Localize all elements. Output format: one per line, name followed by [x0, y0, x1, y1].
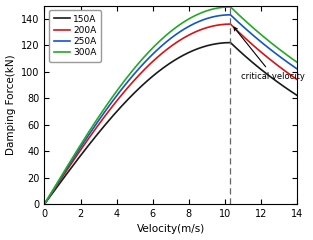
250A	[43, 203, 46, 205]
250A	[295, 68, 299, 71]
200A	[228, 23, 232, 25]
150A	[240, 52, 244, 55]
150A	[244, 56, 248, 59]
200A	[43, 203, 46, 205]
200A	[69, 164, 72, 167]
Line: 300A: 300A	[44, 7, 297, 204]
150A	[216, 42, 220, 45]
250A	[145, 59, 149, 62]
300A	[240, 16, 244, 19]
300A	[43, 203, 46, 205]
Line: 250A: 250A	[44, 15, 297, 204]
200A	[145, 66, 149, 69]
300A	[154, 43, 158, 46]
300A	[244, 20, 248, 23]
250A	[244, 28, 248, 31]
200A	[244, 38, 248, 41]
200A	[240, 34, 244, 36]
300A	[228, 6, 232, 8]
150A	[295, 94, 299, 97]
Text: critical velocity: critical velocity	[234, 27, 305, 81]
300A	[145, 53, 149, 56]
300A	[295, 61, 299, 64]
300A	[216, 6, 220, 9]
Line: 150A: 150A	[44, 43, 297, 204]
Legend: 150A, 200A, 250A, 300A: 150A, 200A, 250A, 300A	[49, 10, 101, 62]
X-axis label: Velocity(m/s): Velocity(m/s)	[137, 224, 205, 234]
150A	[154, 72, 158, 75]
150A	[228, 41, 232, 44]
300A	[69, 160, 72, 163]
250A	[69, 162, 72, 165]
150A	[69, 168, 72, 171]
150A	[145, 80, 149, 83]
Line: 200A: 200A	[44, 24, 297, 204]
200A	[154, 57, 158, 60]
250A	[216, 14, 220, 17]
250A	[154, 50, 158, 53]
200A	[295, 78, 299, 81]
150A	[43, 203, 46, 205]
250A	[240, 24, 244, 27]
200A	[216, 24, 220, 26]
Y-axis label: Damping Force(kN): Damping Force(kN)	[6, 54, 16, 155]
250A	[228, 13, 232, 16]
